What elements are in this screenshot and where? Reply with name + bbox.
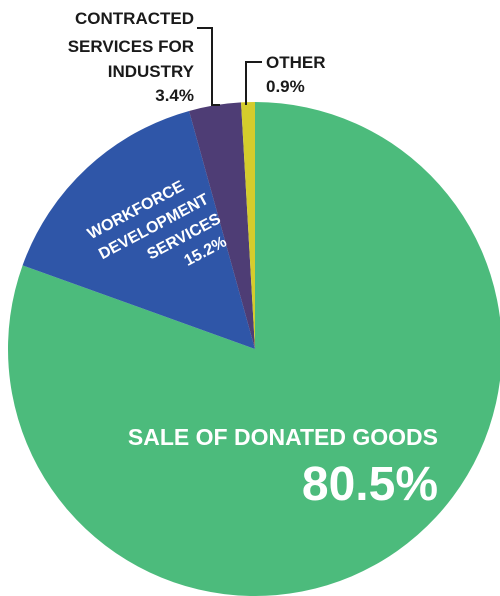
pie-slice-workforce-development-services <box>22 110 255 350</box>
contracted-leader-line <box>197 27 220 106</box>
pie-slices <box>8 101 500 596</box>
label-contracted-pct: 3.4% <box>155 86 194 105</box>
label-contracted-line2: SERVICES FOR <box>68 37 194 56</box>
label-other-pct: 0.9% <box>266 77 305 96</box>
label-contracted-line3: INDUSTRY <box>108 62 195 81</box>
label-sale-pct: 80.5% <box>302 458 438 511</box>
other-leader-line <box>245 61 262 105</box>
label-contracted-line1: CONTRACTED <box>75 9 194 28</box>
pie-slice-sale-of-donated-goods <box>8 102 500 596</box>
pie-slice-contracted-services-for-industry <box>189 102 255 349</box>
label-sale-line1: SALE OF DONATED GOODS <box>128 424 438 450</box>
label-other-line1: OTHER <box>266 53 326 72</box>
pie-slice-other <box>241 101 255 349</box>
